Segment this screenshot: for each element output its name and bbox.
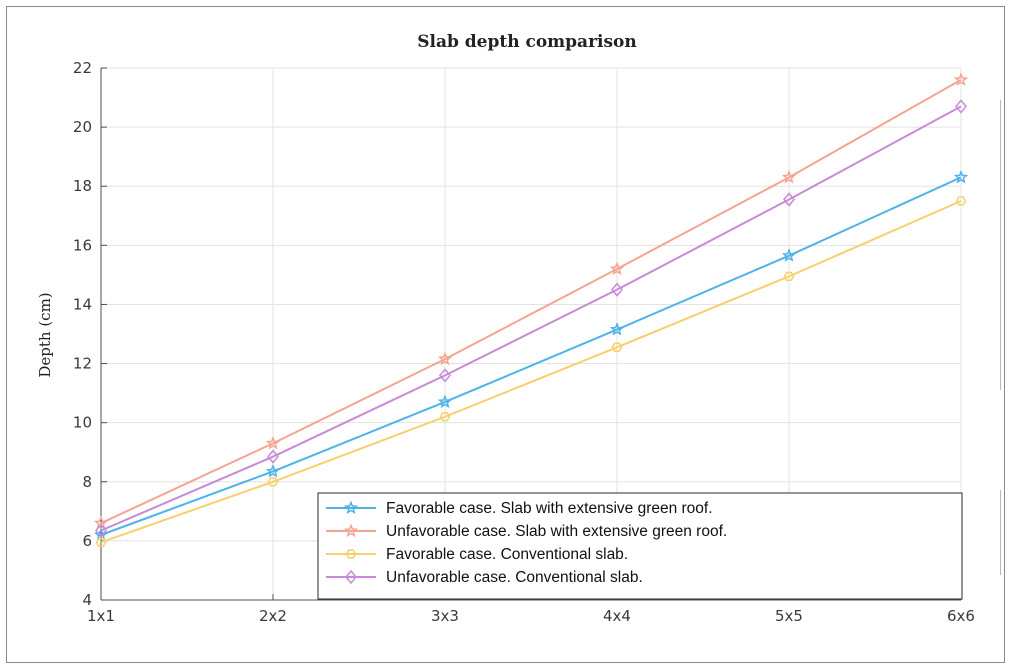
data-point-hexagon [955, 196, 967, 206]
x-tick-label: 3x3 [431, 607, 459, 625]
data-point-star [609, 261, 625, 276]
y-axis-label: Depth (cm) [36, 292, 54, 377]
series-1 [93, 72, 969, 530]
y-tick-label: 16 [73, 236, 92, 254]
data-point-star [437, 394, 453, 409]
data-point-diamond [95, 523, 107, 538]
data-point-diamond [611, 282, 623, 297]
tick-labels: 1x1 2x2 3x3 4x4 5x5 6x6 4 6 8 10 12 14 16 18 20 22 [73, 59, 975, 625]
data-point-star [343, 523, 359, 538]
data-point-star [265, 463, 281, 478]
data-point-star [437, 351, 453, 366]
y-tick-label: 8 [82, 473, 92, 491]
series-2 [95, 196, 967, 548]
legend-label: Favorable case. Conventional slab. [386, 546, 628, 563]
series-line [100, 105, 962, 532]
y-tick-label: 6 [82, 532, 92, 550]
legend-box [317, 492, 963, 600]
y-tick-label: 18 [73, 177, 92, 195]
y-tick-label: 22 [73, 59, 92, 77]
data-point-star [953, 72, 969, 86]
data-point-hexagon [345, 549, 357, 559]
series-line [100, 200, 962, 544]
y-tick-label: 4 [82, 591, 92, 609]
y-tick-label: 20 [73, 118, 92, 136]
data-point-star [781, 248, 797, 262]
legend-label: Unfavorable case. Slab with extensive gr… [386, 523, 727, 540]
y-tick-label: 10 [73, 414, 92, 432]
right-edge-mark-lower [1000, 490, 1001, 575]
x-tick-label: 5x5 [775, 607, 803, 625]
data-point-hexagon [611, 342, 623, 352]
data-point-hexagon [783, 271, 795, 282]
x-tick-label: 2x2 [259, 607, 287, 625]
x-tick-label: 6x6 [947, 607, 975, 625]
legend-label: Unfavorable case. Conventional slab. [386, 569, 643, 586]
x-tick-label: 1x1 [87, 607, 115, 625]
data-point-diamond [267, 449, 279, 464]
data-point-star [781, 169, 797, 184]
series-0 [93, 169, 969, 542]
series-3 [95, 99, 967, 538]
data-point-star [343, 500, 359, 515]
data-point-hexagon [267, 477, 279, 487]
legend: Favorable case. Slab with extensive gree… [317, 492, 963, 600]
data-point-diamond [345, 569, 357, 585]
data-point-star [609, 322, 625, 336]
axes [100, 67, 962, 601]
series-line [100, 78, 962, 525]
data-point-hexagon [95, 537, 107, 548]
series-line [100, 176, 962, 536]
data-point-diamond [439, 368, 451, 383]
series-group [93, 72, 969, 548]
data-point-diamond [955, 99, 967, 114]
data-point-star [265, 435, 281, 450]
data-point-diamond [783, 192, 795, 207]
right-edge-mark-upper [1000, 100, 1001, 390]
data-point-star [953, 169, 969, 184]
y-tick-label: 12 [73, 355, 92, 373]
x-tick-label: 4x4 [603, 607, 631, 625]
y-tick-label: 14 [73, 295, 92, 313]
chart-title: Slab depth comparison [417, 32, 637, 52]
data-point-hexagon [439, 412, 451, 422]
legend-label: Favorable case. Slab with extensive gree… [386, 500, 713, 517]
